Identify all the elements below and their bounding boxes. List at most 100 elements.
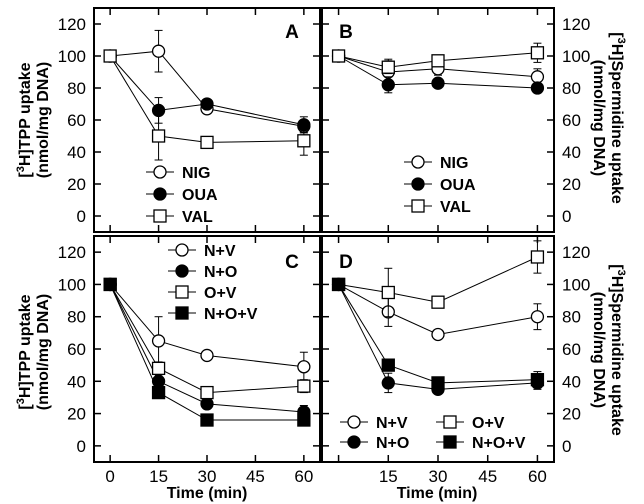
data-point [200, 97, 214, 111]
ylabel-right-bottom-unit: (nmol/mg DNA) [590, 292, 607, 408]
y-tick-label: 80 [67, 308, 86, 327]
x-tick-label: 30 [429, 467, 448, 486]
y-tick-label: 60 [67, 340, 86, 359]
data-point [200, 348, 214, 363]
xlabel-left: Time (min) [167, 485, 248, 502]
legend-marker [411, 199, 425, 213]
panel-label: C [285, 252, 299, 273]
legend-marker [411, 177, 425, 191]
y-tick-label: 100 [562, 47, 590, 66]
data-point [381, 60, 395, 74]
series-line [109, 284, 304, 421]
panel-c: 0 20 40 60 80 100 120 0 15 30 45 60 C N+V N+O O+V N+O+V [58, 235, 321, 486]
panel-frame [321, 235, 555, 463]
data-point [297, 413, 311, 427]
data-point [200, 135, 214, 150]
series-line [338, 256, 538, 303]
legend-label: N+V [376, 415, 408, 432]
ylabel-right-top-sup: 3 [615, 38, 627, 44]
data-point [151, 374, 166, 388]
xlabel-right: Time (min) [397, 485, 478, 502]
data-point [103, 49, 117, 63]
y-tick-label: 0 [562, 207, 571, 226]
legend-label: VAL [182, 209, 213, 226]
data-point [151, 385, 166, 400]
panel-label: A [285, 22, 299, 43]
panel-label: D [339, 252, 353, 273]
y-tick-label: 80 [562, 308, 581, 327]
y-tick-label: 40 [67, 372, 86, 391]
ylabel-right-bottom-sup: 3 [615, 270, 627, 276]
panel-d: 0 20 40 60 80 100 120 15 30 45 60 D N+V O+V N+O N+O+V [321, 235, 590, 486]
ylabel-right-top-unit: (nmol/mg DNA) [590, 60, 607, 176]
ylabel-left-bottom-unit: (nmol/mg DNA) [35, 294, 52, 410]
data-point [200, 397, 214, 411]
series-line [109, 284, 304, 368]
y-tick-label: 120 [58, 243, 86, 262]
legend-marker [411, 155, 425, 169]
series-line [338, 55, 538, 89]
data-point [297, 379, 311, 393]
series-o-v [331, 240, 545, 318]
series-line [338, 284, 538, 384]
y-tick-label: 60 [562, 111, 581, 130]
x-tick-label: 45 [246, 467, 265, 486]
y-tick-label: 20 [562, 175, 581, 194]
ylabel-left-top-sup: 3 [15, 166, 27, 172]
series-line [109, 55, 304, 126]
legend-label: N+O [376, 435, 409, 452]
panel-label: B [339, 22, 353, 43]
legend-label: N+V [204, 243, 236, 260]
y-tick-label: 100 [562, 275, 590, 294]
ylabel-left-bottom: [3H]TPP uptake [15, 294, 34, 409]
y-tick-label: 40 [67, 143, 86, 162]
data-point [530, 46, 545, 60]
data-point [151, 129, 166, 143]
ylabel-right-bottom-main: H]Spermidine uptake [608, 276, 625, 436]
legend-marker [153, 187, 167, 201]
ylabel-left-top: [3H]TPP uptake [15, 62, 34, 177]
y-tick-label: 80 [562, 79, 581, 98]
data-point [431, 76, 445, 90]
data-point [530, 250, 545, 264]
legend-marker [175, 243, 189, 257]
data-point [530, 373, 545, 387]
legend: N+V O+V N+O N+O+V [340, 415, 526, 452]
legend-marker [443, 435, 457, 449]
legend-label: N+O [204, 264, 237, 281]
y-tick-label: 0 [562, 437, 571, 456]
ylabel-left-top-unit: (nmol/mg DNA) [35, 62, 52, 178]
legend-marker [347, 435, 361, 449]
y-tick-label: 120 [562, 243, 590, 262]
data-point [431, 376, 445, 390]
data-point [151, 361, 166, 376]
y-tick-label: 60 [562, 340, 581, 359]
ylabel-right-top-main: H]Spermidine uptake [608, 44, 625, 204]
series-val [331, 42, 545, 75]
series-oua [103, 49, 311, 134]
series-line [109, 284, 304, 394]
legend-marker [175, 264, 189, 278]
data-point [530, 70, 545, 84]
data-point [431, 54, 445, 68]
y-tick-label: 80 [67, 79, 86, 98]
legend-marker [153, 165, 167, 179]
data-point [103, 277, 117, 292]
x-tick-label: 30 [198, 467, 217, 486]
y-tick-label: 120 [562, 15, 590, 34]
x-tick-label: 45 [478, 467, 497, 486]
data-point [151, 334, 166, 348]
x-tick-label: 60 [294, 467, 313, 486]
series-line [109, 55, 304, 143]
data-point [530, 81, 545, 95]
series-line [338, 55, 538, 78]
data-point [331, 277, 346, 292]
series-line [109, 284, 304, 413]
legend-label: NIG [182, 165, 210, 182]
y-tick-label: 20 [562, 405, 581, 424]
ylabel-left-bottom-main: H]TPP uptake [17, 294, 34, 398]
legend-label: N+O+V [472, 435, 526, 452]
legend-marker [175, 285, 189, 299]
data-point [331, 49, 346, 63]
data-point [200, 413, 214, 427]
